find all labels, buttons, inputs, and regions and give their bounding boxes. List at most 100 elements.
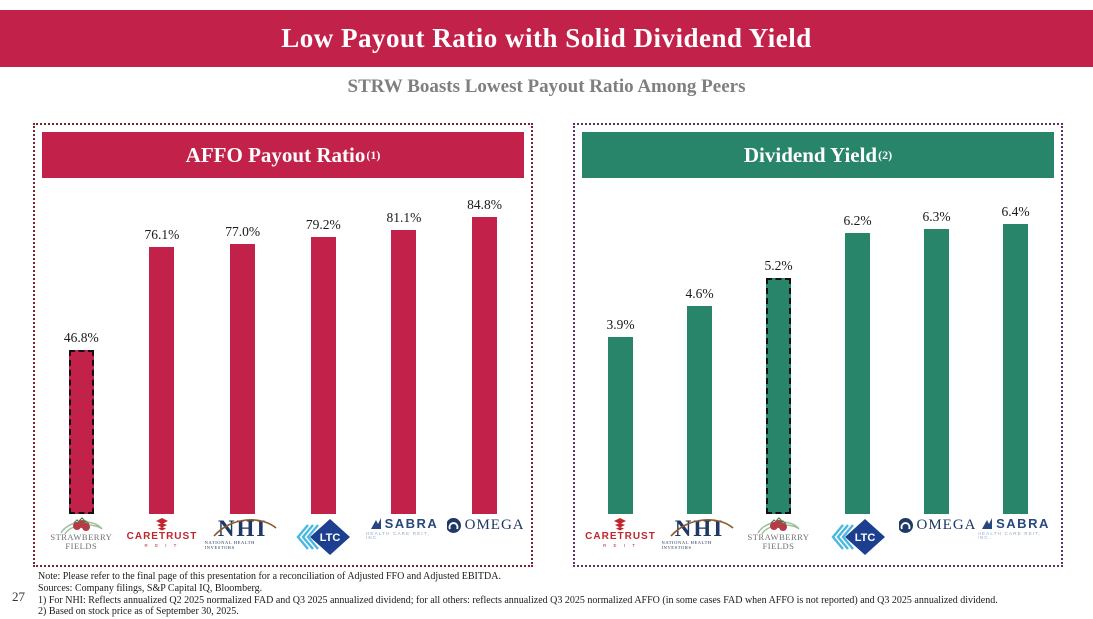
bar-stack: 6.4%	[1001, 178, 1030, 514]
dividend-footnote-marker: (2)	[878, 147, 893, 162]
sabra-subtitle: HEALTH CARE REIT, INC.	[365, 530, 430, 540]
omega-name: OMEGA	[464, 517, 523, 533]
sabra-logo: SABRA HEALTH CARE REIT, INC.	[978, 517, 1054, 541]
ltc-name: LTC	[320, 532, 341, 544]
strawberry-icon	[60, 517, 103, 535]
dividend-yield-chart: 3.9% CARETRUST R E I T 4.6% NHI NATIONAL HEAL…	[575, 178, 1061, 564]
sabra-logo: SABRA HEALTH CARE REIT, INC.	[366, 517, 442, 541]
bar-group-omega: 6.3% OMEGA	[898, 178, 975, 564]
affo-payout-title: AFFO Payout Ratio	[185, 142, 366, 167]
bar-group-strawberry-fields: 5.2% STRAWBERRY FIELDS	[741, 178, 817, 564]
bar-group-caretrust: 76.1% CARETRUST R E I T	[124, 178, 200, 564]
strawberry-fields-name: STRAWBERRY	[747, 532, 810, 542]
bar-stack: 81.1%	[386, 178, 422, 514]
bar-group-omega: 84.8% OMEGA	[446, 178, 523, 564]
dividend-yield-header: Dividend Yield (2)	[582, 132, 1054, 178]
bar-stack: 76.1%	[144, 178, 180, 514]
caretrust-name: CARETRUST	[126, 531, 198, 542]
omega-logo: OMEGA	[898, 517, 975, 534]
affo-payout-header: AFFO Payout Ratio (1)	[42, 132, 524, 178]
bar-value-label: 4.6%	[685, 286, 714, 301]
logo-slot: LTC	[285, 514, 361, 564]
footnote-1: 1) For NHI: Reflects annualized Q2 2025 …	[38, 594, 998, 606]
caretrust-logo: CARETRUST R E I T	[585, 517, 656, 548]
logo-slot: CARETRUST R E I T	[583, 514, 659, 564]
sabra-check-icon	[982, 518, 993, 529]
nhi-subtitle: NATIONAL HEALTH INVESTORS	[204, 540, 255, 550]
page-subtitle: STRW Boasts Lowest Payout Ratio Among Pe…	[347, 76, 746, 97]
ltc-diamond-icon: LTC	[830, 519, 885, 555]
sabra-subtitle: HEALTH CARE REIT, INC.	[977, 530, 1042, 540]
caretrust-shield-icon	[614, 518, 627, 531]
omega-globe-icon	[898, 518, 913, 533]
bar-stack: 3.9%	[606, 178, 635, 514]
bar-ltc	[310, 237, 336, 514]
logo-slot: STRAWBERRY FIELDS	[43, 514, 119, 564]
bar-group-ltc: 79.2% LTC	[285, 178, 361, 564]
caretrust-shield-icon	[155, 518, 168, 531]
logo-slot: NHI NATIONAL HEALTH INVESTORS	[662, 514, 738, 564]
dividend-yield-title: Dividend Yield	[743, 142, 878, 167]
dividend-yield-panel: Dividend Yield (2) 3.9% CARETRUST R E I T 4.…	[573, 123, 1063, 567]
omega-logo: OMEGA	[446, 517, 523, 534]
bar-omega	[924, 229, 949, 514]
logo-slot: OMEGA	[898, 514, 975, 564]
strawberry-fields-logo: STRAWBERRY FIELDS	[50, 517, 112, 550]
bar-sabra	[1003, 224, 1028, 514]
bar-value-label: 5.2%	[764, 258, 793, 273]
bar-group-sabra: 81.1% SABRA HEALTH CARE REIT, INC.	[366, 178, 442, 564]
bar-value-label: 6.2%	[843, 213, 872, 228]
caretrust-logo: CARETRUST R E I T	[127, 517, 198, 548]
bar-value-label: 6.4%	[1001, 204, 1030, 219]
bar-stack: 46.8%	[64, 178, 99, 514]
caretrust-name: CARETRUST	[585, 531, 656, 542]
bar-omega	[472, 217, 498, 514]
bar-stack: 77.0%	[225, 178, 260, 514]
bar-strawberry-fields	[68, 350, 94, 514]
strawberry-icon	[757, 517, 801, 535]
affo-payout-chart: 46.8% STRAWBERRY FIELDS 76.1% CARETRUST R E I…	[35, 178, 531, 564]
strawberry-fields-name: STRAWBERRY	[50, 532, 113, 542]
bar-group-ltc: 6.2% LTC	[820, 178, 896, 564]
ltc-logo: LTC	[829, 517, 887, 557]
bar-value-label: 77.0%	[225, 224, 261, 239]
nhi-name: NHI	[674, 516, 725, 541]
affo-payout-panel: AFFO Payout Ratio (1) 46.8% STRAWBERRY FIEL…	[33, 123, 533, 567]
bar-caretrust	[149, 247, 175, 514]
bar-stack: 6.3%	[922, 178, 951, 514]
ltc-logo: LTC	[294, 517, 352, 557]
bar-stack: 4.6%	[685, 178, 714, 514]
logo-slot: CARETRUST R E I T	[124, 514, 200, 564]
nhi-swoosh-icon	[670, 519, 734, 537]
omega-globe-icon	[446, 518, 461, 533]
footnote-2: 2) Based on stock price as of September …	[38, 606, 239, 618]
footnotes: Note: Please refer to the final page of …	[38, 571, 1088, 618]
logo-slot: NHI NATIONAL HEALTH INVESTORS	[205, 514, 281, 564]
bar-group-nhi: 77.0% NHI NATIONAL HEALTH INVESTORS	[205, 178, 281, 564]
bar-value-label: 84.8%	[467, 197, 503, 212]
page-number: 27	[12, 589, 25, 604]
strawberry-fields-name2: FIELDS	[65, 540, 98, 551]
nhi-name: NHI	[217, 516, 268, 541]
bar-stack: 84.8%	[467, 178, 502, 514]
bar-sabra	[391, 230, 417, 514]
footnote-note: Note: Please refer to the final page of …	[38, 571, 501, 582]
bar-group-caretrust: 3.9% CARETRUST R E I T	[583, 178, 659, 564]
nhi-swoosh-icon	[213, 519, 277, 537]
bar-value-label: 81.1%	[386, 210, 422, 225]
caretrust-reit-label: R E I T	[144, 542, 180, 548]
bar-strawberry-fields	[766, 278, 791, 514]
bar-stack: 79.2%	[306, 178, 341, 514]
bar-value-label: 76.1%	[144, 227, 180, 242]
bar-stack: 5.2%	[764, 178, 793, 514]
bar-value-label: 79.2%	[305, 217, 341, 232]
nhi-logo: NHI NATIONAL HEALTH INVESTORS	[662, 517, 738, 550]
sabra-name: SABRA	[996, 516, 1050, 531]
omega-name: OMEGA	[916, 517, 975, 533]
page-title: Low Payout Ratio with Solid Dividend Yie…	[281, 23, 812, 53]
logo-slot: SABRA HEALTH CARE REIT, INC.	[366, 514, 442, 564]
strawberry-fields-name2: FIELDS	[762, 540, 795, 551]
bar-caretrust	[608, 337, 633, 514]
bar-group-strawberry-fields: 46.8% STRAWBERRY FIELDS	[43, 178, 119, 564]
